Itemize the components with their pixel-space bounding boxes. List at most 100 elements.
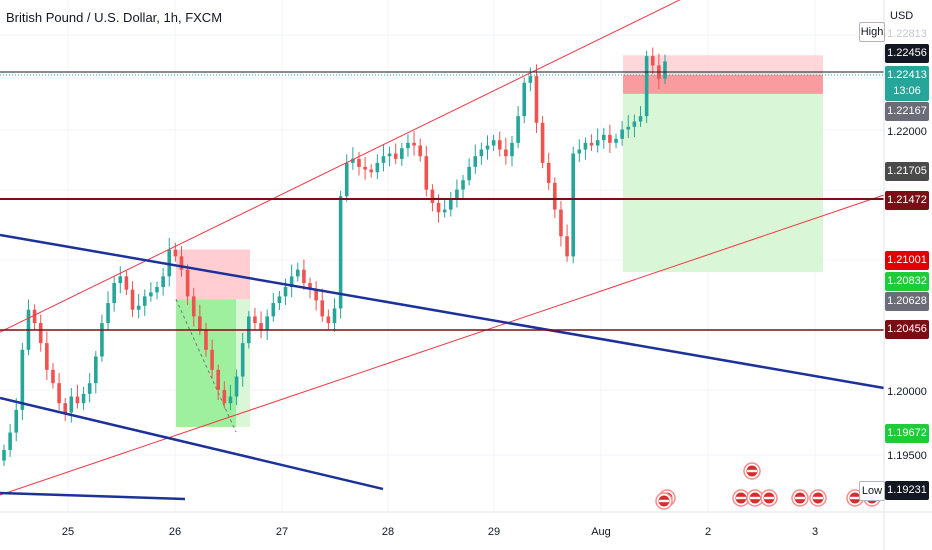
candle-18 — [112, 276, 116, 312]
candle-39 — [240, 332, 245, 387]
candle-body-27 — [167, 249, 172, 277]
candle-77 — [473, 144, 478, 174]
candle-73 — [448, 191, 453, 217]
candle-6 — [38, 314, 43, 352]
candle-body-10 — [63, 403, 68, 413]
candle-body-70 — [430, 189, 435, 203]
candle-body-46 — [283, 287, 288, 297]
candle-61 — [375, 154, 380, 180]
candle-3 — [20, 342, 25, 421]
candle-body-36 — [222, 389, 227, 404]
candle-body-76 — [467, 166, 471, 181]
candle-41 — [253, 307, 257, 331]
candle-10 — [63, 397, 68, 422]
candle-104 — [638, 106, 643, 127]
candle-106 — [650, 47, 655, 74]
lower-channel-line — [0, 194, 885, 496]
candle-30 — [185, 264, 190, 305]
candle-20 — [124, 271, 129, 296]
candle-55 — [338, 190, 343, 319]
candle-75 — [461, 174, 465, 200]
x-tick-label-5: Aug — [591, 526, 611, 538]
event-flag-icon-2 — [746, 489, 764, 507]
candle-49 — [302, 259, 306, 290]
chart-title: British Pound / U.S. Dollar, 1h, FXCM — [6, 10, 223, 25]
candle-body-15 — [94, 356, 98, 384]
candle-body-5 — [32, 309, 37, 324]
candle-body-13 — [81, 393, 86, 404]
x-tick-label-2: 27 — [275, 526, 289, 538]
candle-69 — [424, 146, 429, 197]
candle-body-42 — [259, 323, 263, 330]
candle-90 — [553, 177, 557, 219]
x-tick-label-0: 25 — [61, 526, 75, 538]
candle-body-68 — [418, 145, 422, 157]
candle-body-41 — [253, 316, 257, 324]
candle-body-64 — [393, 153, 398, 159]
candle-body-47 — [289, 276, 294, 288]
candle-16 — [100, 314, 104, 362]
candle-25 — [155, 281, 159, 300]
candle-105 — [644, 50, 649, 124]
candle-body-44 — [271, 303, 276, 317]
event-flag-icon-4 — [791, 489, 809, 507]
candle-body-79 — [485, 145, 490, 150]
candle-body-48 — [295, 269, 300, 277]
candle-body-55 — [338, 196, 343, 309]
candle-body-95 — [583, 142, 588, 150]
candle-body-51 — [314, 289, 318, 301]
candle-21 — [130, 281, 135, 317]
candle-101 — [620, 120, 624, 146]
candle-1 — [8, 424, 12, 457]
candle-body-31 — [191, 296, 196, 317]
price-tag-green_tag2: 1.19672 — [885, 424, 929, 443]
candle-67 — [412, 131, 416, 156]
candle-body-8 — [51, 369, 55, 384]
candle-17 — [106, 291, 110, 331]
candle-body-100 — [614, 138, 618, 143]
current-open-pnl-zone — [623, 75, 823, 94]
candle-body-0 — [2, 449, 6, 461]
price-tag-low: 1.19231 — [885, 481, 929, 500]
candle-44 — [271, 292, 276, 322]
price-tag-entry: 1.22167 — [885, 102, 929, 121]
candle-100 — [614, 133, 618, 149]
candle-body-12 — [75, 396, 80, 404]
candle-22 — [136, 293, 141, 319]
candle-body-30 — [185, 269, 190, 297]
candle-76 — [467, 158, 471, 186]
candle-body-62 — [381, 156, 386, 163]
candle-36 — [222, 381, 227, 409]
candle-11 — [69, 387, 74, 423]
candle-body-29 — [179, 256, 184, 270]
candle-84 — [516, 106, 520, 149]
candle-body-49 — [302, 269, 306, 284]
candle-body-60 — [369, 169, 374, 173]
candle-body-66 — [406, 142, 410, 149]
price-tag-red_tag: 1.21001 — [885, 251, 929, 270]
candle-body-7 — [45, 343, 49, 370]
candle-23 — [142, 289, 147, 316]
candle-body-81 — [497, 140, 502, 150]
candle-body-2 — [14, 409, 19, 433]
candle-7 — [45, 331, 49, 380]
event-flag-icon-1 — [732, 489, 750, 507]
price-tag-high: 1.22456 — [885, 44, 929, 63]
high-label: High — [859, 22, 885, 42]
price-tag-prev_close: 1.21705 — [885, 162, 929, 181]
candle-51 — [314, 281, 318, 311]
candle-53 — [326, 309, 331, 331]
candle-body-74 — [455, 189, 459, 199]
event-flag-stripe-1 — [736, 496, 746, 500]
candle-body-43 — [265, 316, 269, 330]
currency-label: USD — [890, 10, 914, 22]
candle-19 — [118, 266, 123, 294]
candle-93 — [571, 146, 575, 264]
candle-42 — [259, 311, 263, 339]
candle-58 — [357, 151, 361, 176]
candle-body-35 — [216, 369, 221, 390]
candle-body-103 — [632, 121, 637, 127]
candle-body-23 — [142, 296, 147, 306]
event-flag-stripe-5 — [813, 496, 823, 500]
